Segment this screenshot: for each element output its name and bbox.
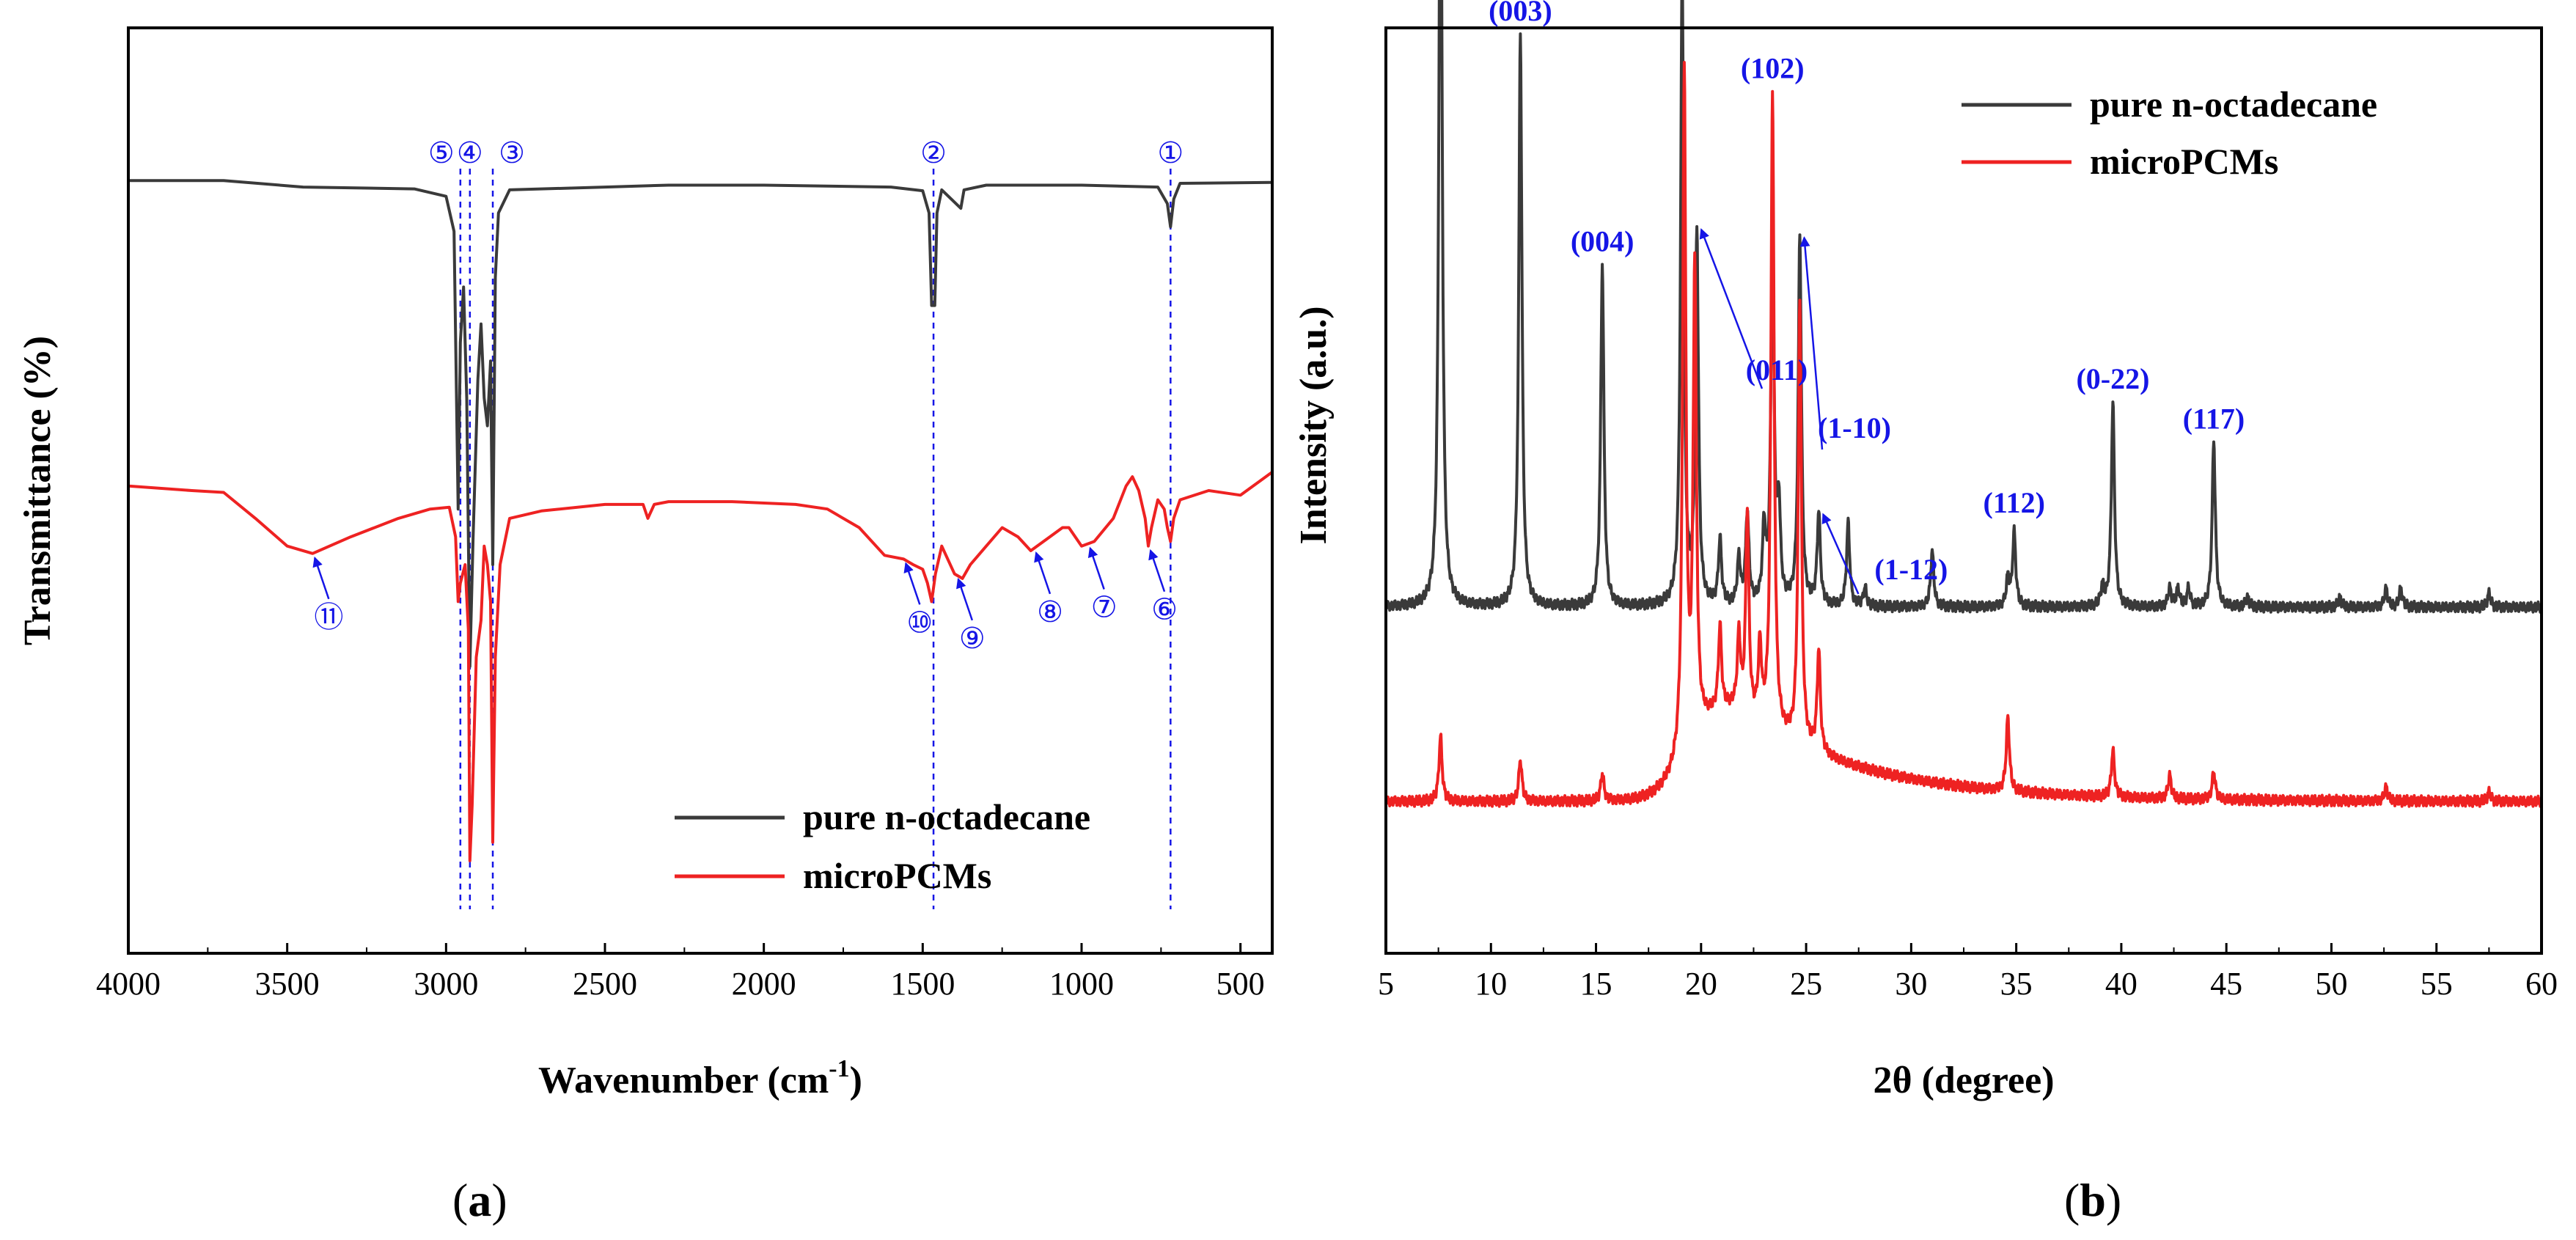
ftir-x-tick-label: 3500: [255, 966, 320, 1002]
panel-caption-a-letter: a: [468, 1174, 492, 1226]
ftir-peak-number-label: ⑧: [1037, 595, 1063, 629]
xrd-x-tick-label: 50: [2315, 966, 2347, 1002]
xrd-legend: pure n-octadecane microPCMs: [1962, 84, 2377, 182]
xrd-peak-label: (1-12): [1874, 553, 1948, 586]
ftir-peak-number-label: ①: [1157, 136, 1184, 170]
xrd-legend-label-pure: pure n-octadecane: [2090, 84, 2377, 125]
xrd-annotations: (002)(003)(004)(010)(102)(011)(1-10)(1-1…: [1489, 0, 2245, 595]
xrd-series: [1384, 0, 2543, 808]
xrd-x-tick-label: 10: [1475, 966, 1507, 1002]
xrd-x-tick-label: 5: [1378, 966, 1394, 1002]
xrd-peak-label: (004): [1571, 224, 1634, 257]
ftir-x-tick-label: 1000: [1049, 966, 1114, 1002]
xrd-x-tick-label: 15: [1580, 966, 1612, 1002]
ftir-y-axis-title: Transmittance (%): [17, 336, 59, 645]
xrd-plot-frame: [1384, 26, 2543, 955]
ftir-peak-number-label: ⑥: [1151, 593, 1178, 627]
xrd-peak-label: (011): [1746, 353, 1808, 386]
ftir-x-axis-title: Wavenumber (cm-1): [538, 1055, 862, 1101]
ftir-x-axis-title-main: Wavenumber (cm: [538, 1060, 829, 1101]
ftir-legend: pure n-octadecane microPCMs: [675, 796, 1090, 896]
ftir-x-tick-label: 2500: [573, 966, 637, 1002]
ftir-peak-number-label: ④: [457, 136, 483, 170]
xrd-y-axis-title: Intensity (a.u.): [1293, 306, 1335, 544]
ftir-series-micro-line: [128, 471, 1274, 862]
ftir-annotation-arrow: [956, 577, 974, 621]
ftir-peak-number-label: ②: [920, 136, 947, 170]
ftir-annotation-arrow: [1148, 549, 1166, 593]
xrd-x-tick-label: 40: [2105, 966, 2138, 1002]
xrd-series-pure-line: [1384, 0, 2543, 614]
xrd-x-tick-label: 45: [2210, 966, 2242, 1002]
ftir-peak-number-label: ⑦: [1091, 591, 1118, 625]
ftir-legend-label-micro: microPCMs: [803, 855, 991, 896]
ftir-plot-frame: [127, 26, 1274, 955]
ftir-annotation-arrow: [312, 556, 330, 600]
ftir-annotation-arrow: [903, 562, 921, 605]
xrd-x-tick-label: 30: [1895, 966, 1927, 1002]
xrd-peak-label: (117): [2183, 403, 2245, 436]
panel-caption-b-letter: b: [2080, 1174, 2106, 1226]
ftir-series: [128, 179, 1274, 862]
ftir-annotations: ⑤ ④ ③ ② ① ⑥⑦⑧ ⑨⑩ ⑪: [312, 136, 1184, 656]
panel-caption-a: (a): [452, 1174, 507, 1226]
ftir-peak-number-label: ③: [499, 136, 525, 170]
ftir-peak-number-label: ⑪: [314, 601, 343, 634]
ftir-peak-number-label: ⑨: [959, 622, 986, 656]
ftir-x-axis-title-sup: -1: [829, 1055, 849, 1082]
xrd-annotation-arrow: [1821, 513, 1860, 595]
xrd-peak-label: (112): [1984, 486, 2045, 519]
xrd-peak-label: (1-10): [1818, 411, 1891, 444]
xrd-peak-label: (102): [1741, 52, 1805, 85]
xrd-x-tick-label: 20: [1685, 966, 1717, 1002]
xrd-peak-label: (0-22): [2076, 362, 2149, 395]
xrd-x-tick-label: 25: [1790, 966, 1822, 1002]
ftir-x-axis: 4000 3500 3000 2500 2000 1500 1000 500: [96, 943, 1265, 1002]
xrd-x-tick-label: 35: [2000, 966, 2033, 1002]
ftir-chart: 4000 3500 3000 2500 2000 1500 1000 500 ⑤ ④ ③ ② ① ⑥⑦⑧…: [17, 26, 1274, 1101]
ftir-peak-number-label: ⑩: [906, 606, 933, 639]
ftir-series-pure-line: [128, 179, 1273, 668]
ftir-x-axis-title-close: ): [850, 1060, 862, 1101]
ftir-x-tick-label: 2000: [732, 966, 796, 1002]
ftir-x-tick-label: 3000: [414, 966, 478, 1002]
ftir-peak-number-label: ⑤: [428, 136, 455, 170]
xrd-x-axis-title: 2θ (degree): [1873, 1060, 2054, 1101]
ftir-annotation-arrow: [1087, 546, 1105, 590]
ftir-x-tick-label: 4000: [96, 966, 161, 1002]
xrd-x-tick-label: 60: [2525, 966, 2558, 1002]
ftir-x-tick-label: 500: [1217, 966, 1265, 1002]
xrd-annotation-arrow: [1799, 236, 1824, 450]
xrd-x-tick-label: 55: [2421, 966, 2453, 1002]
xrd-peak-label: (003): [1489, 0, 1552, 27]
ftir-legend-label-pure: pure n-octadecane: [803, 796, 1090, 837]
xrd-x-axis: 5 10 15 20 25 30 35 40 45 50 55 60: [1378, 943, 2558, 1002]
xrd-annotation-arrow: [1699, 228, 1764, 389]
ftir-annotation-arrow: [1034, 551, 1052, 595]
xrd-legend-label-micro: microPCMs: [2090, 141, 2278, 182]
ftir-x-tick-label: 1500: [890, 966, 955, 1002]
panel-caption-b: (b): [2064, 1174, 2122, 1226]
xrd-series-micro-line: [1384, 61, 2543, 808]
